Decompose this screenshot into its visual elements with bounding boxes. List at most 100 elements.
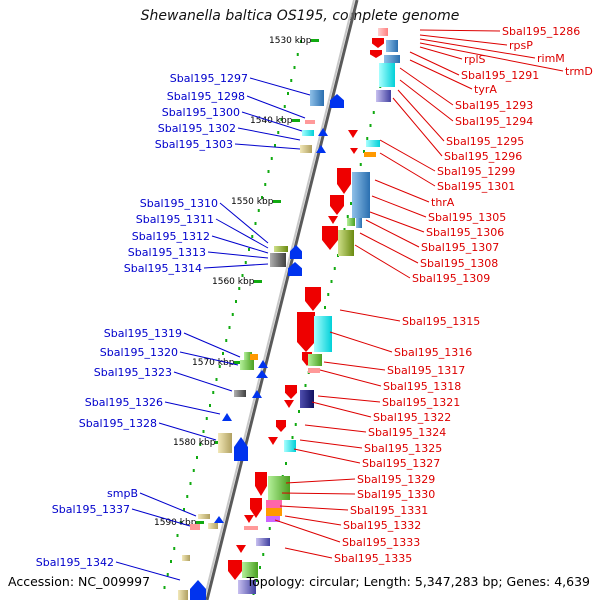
right-gene-label: Sbal195_1286 xyxy=(502,25,580,38)
scale-dot xyxy=(209,404,211,407)
scale-dot xyxy=(196,456,198,459)
left-leader-line xyxy=(173,371,233,392)
right-leader-line xyxy=(369,211,425,233)
scale-dot xyxy=(330,280,333,283)
right-leader-line xyxy=(419,42,564,72)
scale-tick xyxy=(311,39,319,42)
scale-dot xyxy=(244,261,247,264)
right-gene-label: Sbal195_1295 xyxy=(446,135,524,148)
right-leader-line xyxy=(374,179,430,203)
right-gene-label: Sbal195_1324 xyxy=(368,426,446,439)
right-gene-label: Sbal195_1330 xyxy=(357,488,435,501)
scale-dot xyxy=(280,118,283,121)
gene-box xyxy=(190,524,200,530)
right-leader-line xyxy=(299,439,363,449)
right-leader-line xyxy=(281,492,356,495)
gene-arrowhead xyxy=(222,413,232,421)
scale-dot xyxy=(264,183,267,186)
right-leader-line xyxy=(323,361,386,371)
gene-arrow xyxy=(297,312,315,352)
gene-box xyxy=(274,246,288,252)
gene-arrow xyxy=(276,420,286,432)
gene-box xyxy=(310,90,324,106)
left-leader-line xyxy=(241,111,303,132)
gene-box xyxy=(182,555,190,561)
gene-box xyxy=(378,28,388,36)
gene-arrow xyxy=(285,385,297,399)
gene-arrow xyxy=(190,580,206,600)
gene-box xyxy=(284,440,296,452)
gene-arrowhead xyxy=(316,145,326,153)
gene-box xyxy=(376,90,391,102)
gene-box xyxy=(300,390,314,408)
right-leader-line xyxy=(419,46,463,60)
gene-box xyxy=(300,145,312,153)
right-gene-label: Sbal195_1307 xyxy=(421,241,499,254)
gene-box xyxy=(244,352,252,360)
right-gene-label: thrA xyxy=(431,196,455,209)
gene-arrow xyxy=(234,437,248,461)
scale-dot xyxy=(218,365,221,368)
right-gene-label: Sbal195_1332 xyxy=(343,519,421,532)
scale-label: 1590 kbp xyxy=(154,518,197,528)
scale-dot xyxy=(296,53,299,56)
right-gene-label: Sbal195_1318 xyxy=(383,380,461,393)
left-gene-label: Sbal195_1300 xyxy=(162,106,240,119)
right-gene-label: Sbal195_1293 xyxy=(455,99,533,112)
scale-dot xyxy=(350,202,352,205)
scale-dot xyxy=(231,313,234,316)
right-leader-line xyxy=(379,139,436,172)
gene-box xyxy=(366,140,380,147)
left-gene-label: smpB xyxy=(107,487,138,500)
gene-arrow xyxy=(330,195,344,215)
genome-title: Shewanella baltica OS195, complete genom… xyxy=(140,8,460,24)
scale-dot xyxy=(359,163,362,166)
left-gene-label: Sbal195_1328 xyxy=(79,417,157,430)
scale-dot xyxy=(369,124,372,127)
gene-box xyxy=(302,130,314,136)
scale-dot xyxy=(363,150,365,153)
right-gene-label: trmD xyxy=(565,65,593,78)
scale-dot xyxy=(254,222,257,225)
scale-dot xyxy=(277,131,280,134)
left-gene-label: Sbal195_1320 xyxy=(100,346,178,359)
left-leader-line xyxy=(131,508,191,527)
gene-box xyxy=(268,476,290,500)
right-gene-label: rpsP xyxy=(509,39,533,52)
right-gene-label: Sbal195_1321 xyxy=(382,396,460,409)
scale-dot xyxy=(300,40,302,43)
right-leader-line xyxy=(274,519,341,543)
right-leader-line xyxy=(399,79,454,122)
gene-arrowhead xyxy=(252,390,262,398)
gene-box xyxy=(314,316,332,352)
gene-box xyxy=(242,562,258,578)
right-leader-line xyxy=(409,51,460,76)
gene-box xyxy=(305,120,315,124)
scale-dot xyxy=(262,553,265,556)
left-gene-label: Sbal195_1326 xyxy=(85,396,163,409)
right-gene-label: Sbal195_1299 xyxy=(437,165,515,178)
right-gene-label: Sbal195_1306 xyxy=(426,226,504,239)
gene-box xyxy=(347,218,355,226)
gene-arrow xyxy=(255,472,267,496)
scale-dot xyxy=(248,248,250,251)
scale-dot xyxy=(173,547,176,550)
scale-dot xyxy=(235,300,237,303)
gene-box xyxy=(379,63,395,87)
right-gene-label: Sbal195_1317 xyxy=(387,364,465,377)
gene-box xyxy=(270,253,286,267)
right-leader-line xyxy=(397,89,445,142)
scale-dot xyxy=(179,521,182,524)
scale-dot xyxy=(270,157,273,160)
scale-tick xyxy=(196,521,204,524)
gene-box xyxy=(384,55,400,63)
left-leader-line xyxy=(246,95,306,119)
right-leader-line xyxy=(293,448,361,464)
right-leader-line xyxy=(304,424,367,433)
scale-dot xyxy=(241,274,244,277)
scale-dot xyxy=(186,495,189,498)
gene-arrowhead xyxy=(328,216,338,224)
right-leader-line xyxy=(379,152,436,187)
